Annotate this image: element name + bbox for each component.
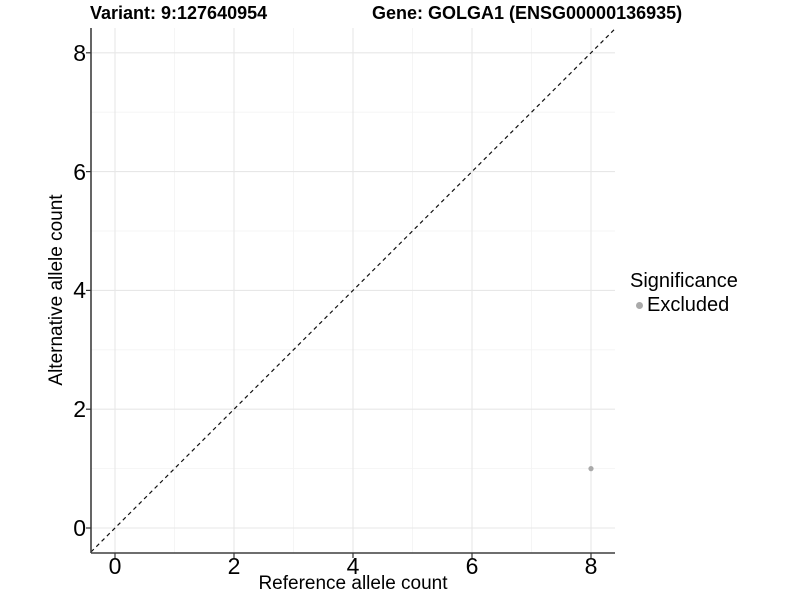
x-axis-title: Reference allele count (258, 573, 448, 594)
x-tick-label: 2 (227, 553, 241, 579)
x-tick-label: 4 (346, 553, 360, 579)
data-point (588, 466, 594, 472)
legend-items: Excluded (630, 294, 738, 316)
legend-title: Significance (630, 270, 738, 292)
x-tick-label: 0 (108, 553, 122, 579)
y-tick-label: 0 (73, 515, 86, 541)
x-tick-label: 6 (465, 553, 479, 579)
plot-title-variant: Variant: 9:127640954 (90, 3, 268, 23)
x-tick-label: 8 (584, 553, 598, 579)
y-tick-label: 2 (73, 396, 86, 423)
plot-title-gene: Gene: GOLGA1 (ENSG00000136935) (372, 3, 683, 23)
y-tick-label: 4 (73, 277, 86, 304)
y-tick-label: 8 (73, 39, 86, 66)
legend: Significance Excluded (630, 270, 738, 316)
legend-item-label: Excluded (647, 294, 730, 316)
identity-reference-line (90, 27, 617, 553)
y-tick-label: 6 (73, 158, 86, 185)
legend-item: Excluded (630, 294, 738, 316)
legend-key-dot (636, 301, 643, 309)
y-axis-title: Alternative allele count (46, 194, 67, 386)
